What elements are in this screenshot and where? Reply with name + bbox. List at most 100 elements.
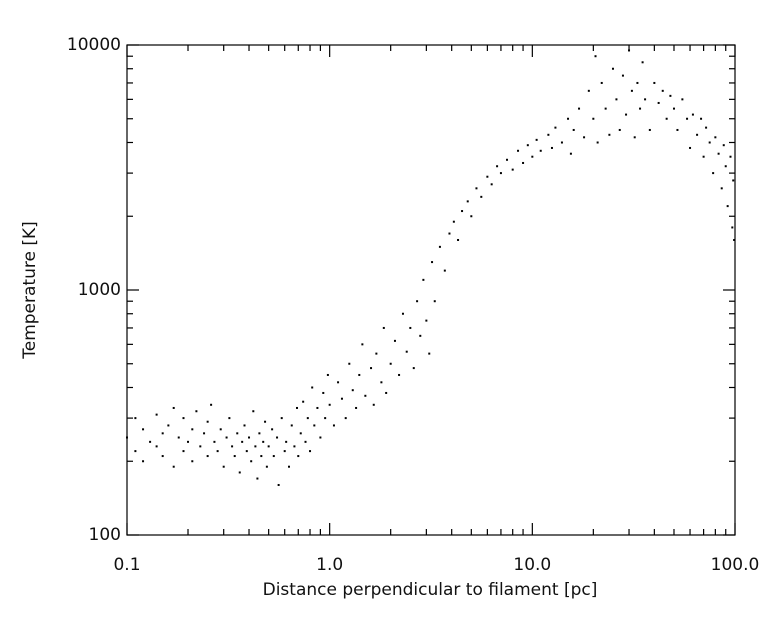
point	[470, 215, 473, 218]
point	[332, 424, 335, 427]
point	[702, 155, 705, 158]
point	[722, 144, 725, 147]
point	[486, 175, 489, 178]
point	[243, 424, 246, 427]
point	[560, 141, 563, 144]
point	[161, 432, 164, 435]
point	[425, 319, 428, 322]
point	[161, 455, 164, 458]
point	[615, 98, 618, 101]
point	[657, 101, 660, 104]
point	[522, 161, 525, 164]
point	[265, 465, 268, 468]
point	[475, 187, 478, 190]
x-tick-label: 0.1	[113, 555, 140, 575]
point	[126, 436, 128, 439]
point	[705, 126, 708, 129]
point	[258, 432, 261, 435]
point	[293, 445, 296, 448]
point	[550, 146, 553, 149]
point	[142, 460, 145, 463]
point	[203, 432, 206, 435]
point	[419, 334, 422, 337]
point	[567, 117, 570, 120]
point	[726, 205, 729, 208]
point	[302, 400, 305, 403]
point	[665, 117, 668, 120]
point	[248, 436, 251, 439]
point	[304, 440, 307, 443]
y-tick-label: 100	[89, 525, 121, 545]
point	[578, 107, 581, 110]
point	[277, 483, 280, 486]
point	[720, 187, 723, 190]
point	[238, 471, 241, 474]
point	[398, 373, 401, 376]
point	[490, 183, 493, 186]
point	[630, 89, 633, 92]
point	[134, 417, 137, 420]
point	[241, 440, 244, 443]
point	[587, 89, 590, 92]
point	[583, 136, 586, 139]
point	[299, 432, 302, 435]
point	[689, 146, 692, 149]
point	[322, 391, 325, 394]
point	[236, 432, 239, 435]
point	[401, 312, 404, 315]
point	[393, 339, 396, 342]
point	[219, 428, 222, 431]
point	[405, 350, 408, 353]
point	[409, 326, 412, 329]
point	[611, 67, 614, 70]
point	[344, 417, 347, 420]
point	[511, 168, 514, 171]
point	[254, 445, 257, 448]
point	[206, 420, 209, 423]
point	[182, 417, 185, 420]
point	[433, 300, 436, 303]
point	[412, 367, 415, 370]
point	[283, 450, 286, 453]
point	[375, 352, 378, 355]
point	[326, 373, 329, 376]
point	[636, 81, 639, 84]
point	[142, 428, 145, 431]
point	[297, 455, 300, 458]
point	[385, 391, 388, 394]
point	[641, 61, 644, 64]
point	[729, 155, 732, 158]
point	[195, 410, 198, 413]
point	[225, 436, 228, 439]
point	[149, 440, 152, 443]
point	[592, 117, 595, 120]
point	[443, 269, 446, 272]
point	[633, 136, 636, 139]
point	[672, 107, 675, 110]
point	[231, 445, 234, 448]
point	[448, 232, 451, 235]
point	[431, 261, 434, 264]
y-tick-label: 10000	[67, 35, 121, 55]
point	[531, 155, 534, 158]
point	[496, 165, 499, 168]
point	[324, 417, 327, 420]
point	[676, 128, 679, 131]
point	[155, 445, 158, 448]
point	[422, 278, 425, 281]
point	[199, 445, 202, 448]
point	[644, 98, 647, 101]
point	[306, 417, 309, 420]
point	[696, 133, 699, 136]
point	[311, 386, 314, 389]
point	[466, 200, 469, 203]
point	[724, 165, 727, 168]
point	[600, 81, 603, 84]
point	[191, 460, 194, 463]
point	[594, 55, 597, 58]
point	[172, 465, 175, 468]
point	[337, 381, 340, 384]
point	[733, 238, 736, 241]
point	[517, 149, 520, 152]
point	[661, 89, 664, 92]
